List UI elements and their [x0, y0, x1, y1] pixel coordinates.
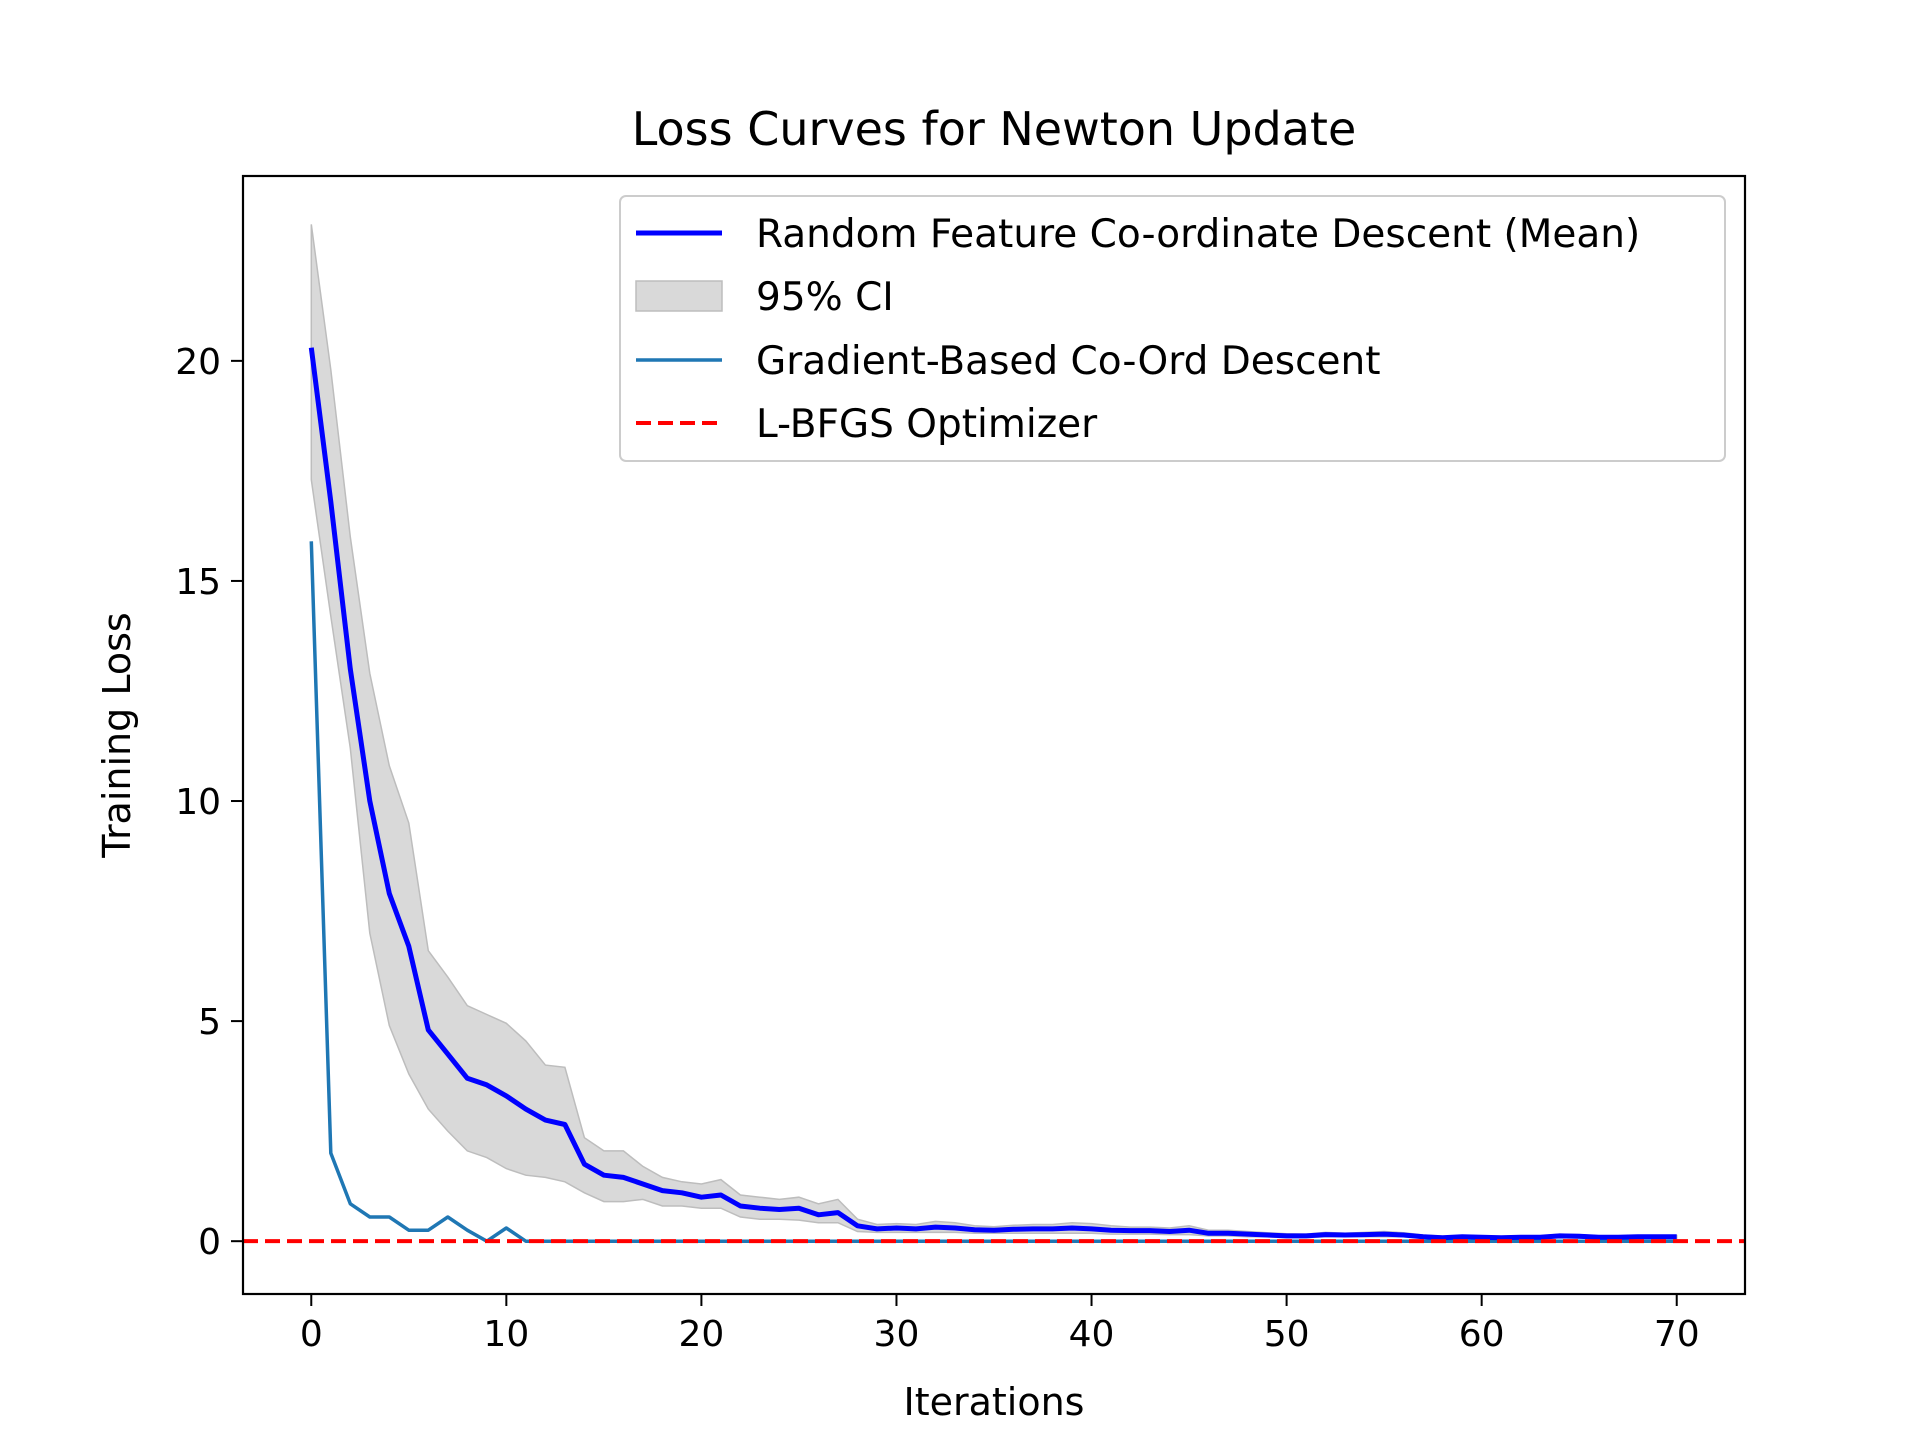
x-tick-label: 60 — [1459, 1314, 1505, 1355]
chart-title: Loss Curves for Newton Update — [632, 102, 1357, 156]
legend-entry-gradient: Gradient-Based Co-Ord Descent — [636, 339, 1381, 384]
legend-label: Gradient-Based Co-Ord Descent — [756, 339, 1381, 384]
y-tick-label: 20 — [175, 342, 221, 383]
x-tick-label: 40 — [1069, 1314, 1115, 1355]
y-tick-label: 5 — [198, 1002, 221, 1043]
y-axis: 0 5 10 15 20 — [175, 342, 243, 1263]
legend-entry-ci: 95% CI — [635, 275, 894, 320]
mean-line — [308, 347, 1677, 1241]
x-tick-label: 10 — [483, 1314, 529, 1355]
x-tick-label: 50 — [1264, 1314, 1310, 1355]
y-tick-label: 0 — [198, 1222, 221, 1263]
legend-entry-lbfgs: L-BFGS Optimizer — [636, 402, 1098, 447]
x-tick-label: 20 — [678, 1314, 724, 1355]
legend-label: Random Feature Co-ordinate Descent (Mean… — [756, 212, 1640, 257]
legend-swatch — [635, 280, 723, 312]
y-tick-label: 15 — [175, 562, 221, 603]
x-tick-label: 70 — [1654, 1314, 1700, 1355]
x-axis: 0 10 20 30 40 50 60 70 — [300, 1294, 1700, 1355]
legend: Random Feature Co-ordinate Descent (Mean… — [619, 195, 1726, 462]
line-layer — [243, 347, 1745, 1244]
plot-frame — [241, 174, 1747, 1296]
x-tick-label: 30 — [874, 1314, 920, 1355]
x-tick-label: 0 — [300, 1314, 323, 1355]
legend-entry-mean: Random Feature Co-ordinate Descent (Mean… — [636, 212, 1640, 257]
legend-label: 95% CI — [756, 275, 894, 320]
x-axis-label: Iterations — [904, 1380, 1085, 1424]
legend-label: L-BFGS Optimizer — [756, 402, 1098, 447]
y-tick-label: 10 — [175, 782, 221, 823]
legend-box — [619, 195, 1726, 462]
y-axis-label: Training Loss — [95, 612, 139, 858]
